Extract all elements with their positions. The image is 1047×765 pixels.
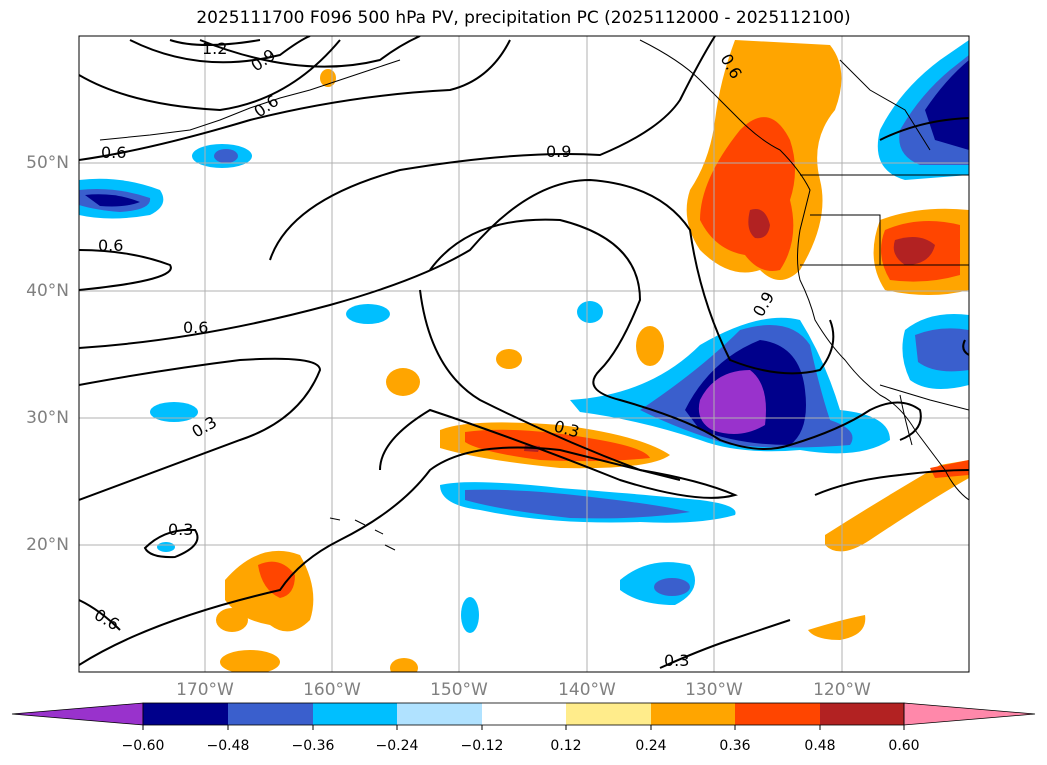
pos-anomaly-blob-h bbox=[808, 615, 866, 640]
contour-0-3-south bbox=[79, 446, 681, 666]
coastlines bbox=[99, 39, 969, 551]
colorbar-extend-right bbox=[903, 702, 1036, 726]
map-title: 2025111700 F096 500 hPa PV, precipitatio… bbox=[196, 8, 851, 28]
contour-closed-low bbox=[429, 218, 922, 450]
colorbar-tick-label: −0.36 bbox=[291, 738, 335, 754]
pos-anomaly-blob-f bbox=[220, 650, 280, 672]
colorbar-swatch bbox=[397, 703, 482, 725]
neg-anomaly-sw-core bbox=[915, 328, 969, 372]
contour-0-9-loop bbox=[199, 36, 421, 68]
colorbar-swatch bbox=[482, 703, 566, 725]
neg-anomaly-west-max bbox=[85, 194, 140, 207]
neg-anomaly-blob-a-core bbox=[214, 149, 238, 163]
colorbar-tick-label: 0.24 bbox=[635, 738, 667, 754]
neg-anomaly-blob-d bbox=[577, 301, 603, 323]
lat-label-30n: 30°N bbox=[26, 408, 69, 428]
contour-label: 1.2 bbox=[202, 39, 227, 58]
lon-label-130w: 130°W bbox=[685, 680, 743, 700]
border-states-a bbox=[810, 214, 969, 266]
contour-0-6-north bbox=[79, 39, 341, 112]
colorbar-tick-label: 0.48 bbox=[804, 738, 836, 754]
contour-1-2 bbox=[169, 39, 261, 46]
pos-anomaly-pnw-red bbox=[700, 117, 795, 271]
contour-small-ring bbox=[143, 528, 199, 559]
neg-anomaly-band-core bbox=[465, 489, 690, 519]
pos-anomaly-blob-e bbox=[216, 608, 248, 632]
lon-label-140w: 140°W bbox=[558, 680, 616, 700]
contour-label: 0.9 bbox=[749, 288, 778, 320]
lat-label-20n: 20°N bbox=[26, 535, 69, 555]
contour-0-6-long bbox=[79, 178, 835, 375]
hawaii-islands bbox=[329, 517, 396, 551]
colorbar-swatch bbox=[735, 703, 820, 725]
colorbar-swatch bbox=[228, 703, 313, 725]
contour-label: 0.6 bbox=[183, 318, 208, 337]
contour-east bbox=[879, 117, 969, 356]
contour-0-3-long bbox=[79, 357, 322, 501]
colorbar bbox=[11, 702, 1036, 730]
contour-label: 0.9 bbox=[247, 45, 279, 75]
pos-anomaly-basin-max bbox=[893, 236, 935, 265]
neg-anomaly-blob-c bbox=[150, 402, 198, 422]
colorbar-swatch bbox=[313, 703, 397, 725]
contour-0-6-upper bbox=[79, 39, 511, 161]
neg-anomaly-blob-f bbox=[461, 597, 479, 633]
colorbar-swatch bbox=[566, 703, 651, 725]
pos-anomaly-blob-g bbox=[390, 658, 418, 672]
pv-contours bbox=[79, 36, 969, 669]
aleutians bbox=[99, 59, 401, 141]
pos-anomaly-blob-c bbox=[636, 326, 664, 366]
gridlines bbox=[79, 36, 969, 672]
border-mexico bbox=[879, 384, 969, 411]
lon-label-150w: 150°W bbox=[430, 680, 488, 700]
colorbar-tick-label: −0.48 bbox=[206, 738, 250, 754]
colorbar-tick-label: 0.60 bbox=[888, 738, 920, 754]
pos-anomaly-hawaii-red bbox=[258, 561, 295, 598]
neg-anomaly-blob-b bbox=[346, 304, 390, 324]
pos-anomaly-baja-red bbox=[930, 460, 969, 478]
plot-frame bbox=[78, 35, 970, 673]
contour-0-9-mid bbox=[269, 36, 716, 261]
neg-anomaly-canada-max bbox=[925, 60, 969, 150]
pos-anomaly-blob-b bbox=[496, 349, 522, 369]
contour-0-3-bottom bbox=[659, 619, 791, 669]
contour-southeast bbox=[814, 469, 969, 496]
contour-label: 0.6 bbox=[250, 91, 282, 121]
pos-anomaly-pnw-max bbox=[748, 209, 770, 239]
contour-0-6-southwest bbox=[79, 599, 121, 631]
baja bbox=[899, 394, 913, 446]
neg-anomaly-blob-e bbox=[157, 542, 175, 552]
contour-label: 0.3 bbox=[168, 520, 193, 539]
colorbar-swatch bbox=[820, 703, 904, 725]
contour-label: 0.6 bbox=[98, 236, 123, 255]
lon-label-160w: 160°W bbox=[303, 680, 361, 700]
colorbar-extend-left bbox=[11, 702, 144, 726]
contour-0-3-subtrop bbox=[379, 289, 738, 499]
contour-label: 0.6 bbox=[101, 143, 126, 162]
lon-label-120w: 120°W bbox=[813, 680, 871, 700]
colorbar-tick-label: −0.60 bbox=[121, 738, 165, 754]
colorbar-swatch bbox=[143, 703, 228, 725]
colorbar-tick-label: −0.12 bbox=[460, 738, 504, 754]
border-states-c bbox=[839, 59, 931, 151]
colorbar-ticks bbox=[142, 725, 905, 730]
pos-anomaly-baja bbox=[825, 460, 969, 552]
colorbar-tick-label: 0.12 bbox=[550, 738, 582, 754]
lon-label-170w: 170°W bbox=[176, 680, 234, 700]
lat-label-50n: 50°N bbox=[26, 153, 69, 173]
precipitation-field bbox=[79, 40, 969, 672]
colorbar-tick-label: −0.24 bbox=[375, 738, 419, 754]
colorbar-swatch bbox=[651, 703, 735, 725]
neg-anomaly-blob-g-core bbox=[654, 578, 690, 596]
contour-0-6-west bbox=[79, 249, 172, 291]
colorbar-frame bbox=[142, 702, 905, 726]
lat-label-40n: 40°N bbox=[26, 281, 69, 301]
pos-anomaly-blob-a bbox=[386, 368, 420, 396]
contour-label: 0.9 bbox=[546, 142, 571, 161]
contour-label: 0.3 bbox=[664, 651, 689, 670]
colorbar-tick-label: 0.36 bbox=[719, 738, 751, 754]
